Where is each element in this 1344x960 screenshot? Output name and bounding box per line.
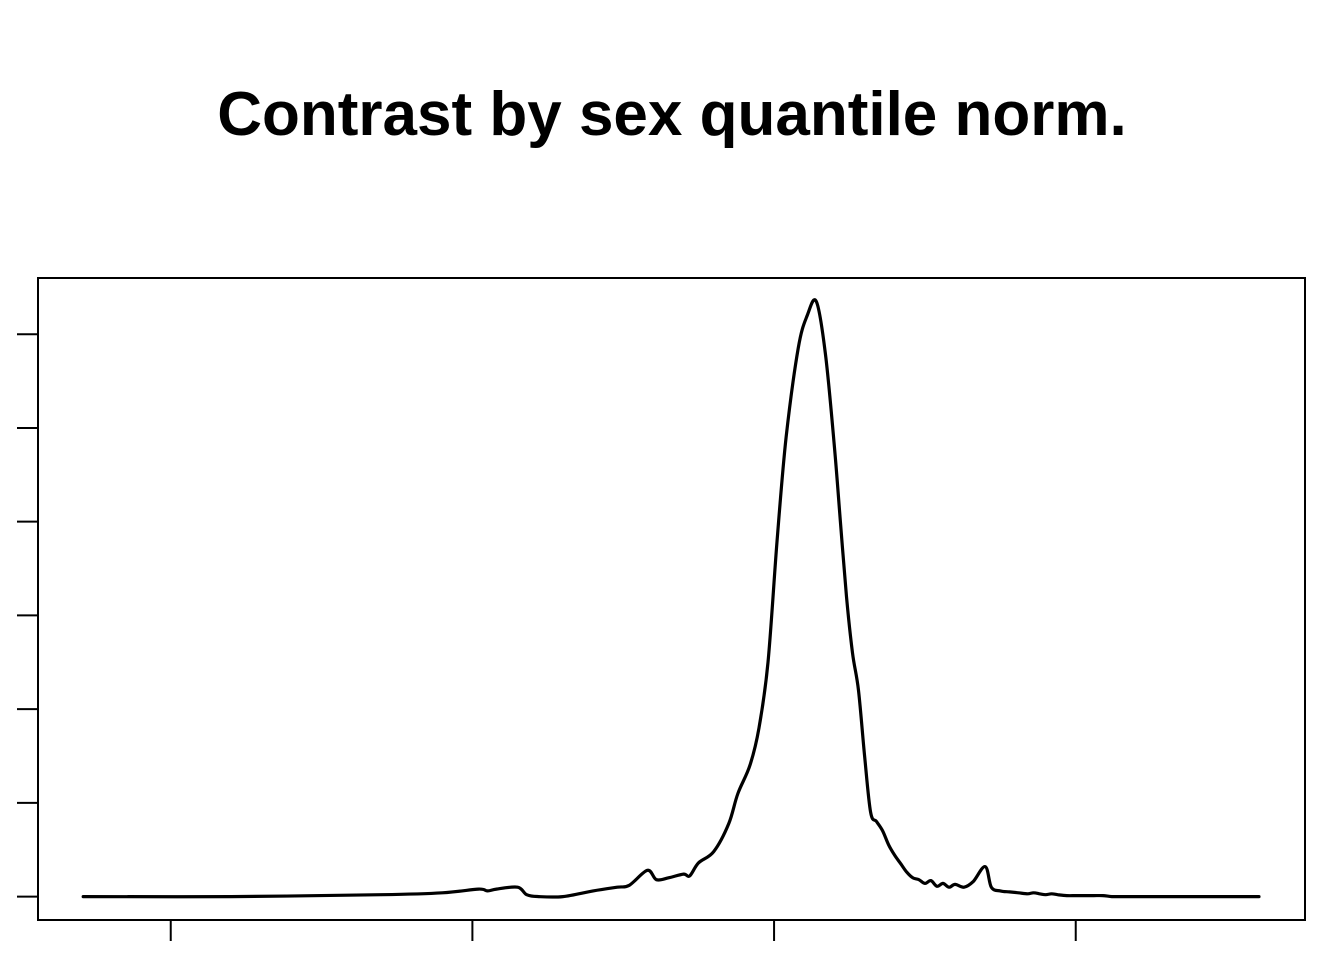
- plot-frame: [37, 277, 1306, 921]
- series-layer: [81, 298, 1261, 899]
- y-axis: [17, 333, 38, 898]
- density-line: [81, 298, 1261, 899]
- x-axis: [169, 920, 1077, 941]
- chart-title: Contrast by sex quantile norm.: [217, 80, 1127, 149]
